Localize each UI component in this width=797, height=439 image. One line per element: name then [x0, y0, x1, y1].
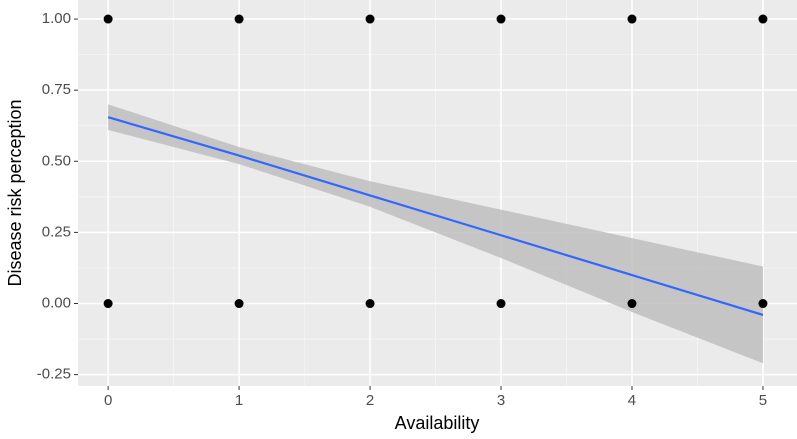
point — [234, 299, 244, 309]
y-axis-title: Disease risk perception — [5, 99, 25, 286]
x-tick-label: 4 — [628, 392, 636, 409]
point — [365, 299, 375, 309]
point — [103, 14, 113, 24]
y-tick-label: 0.75 — [42, 81, 71, 98]
y-tick-label: 0.50 — [42, 152, 71, 169]
point — [758, 299, 768, 309]
y-tick-label: 1.00 — [42, 10, 71, 27]
y-tick-label: 0.00 — [42, 294, 71, 311]
confidence-band — [108, 104, 763, 364]
x-tick-label: 5 — [759, 392, 767, 409]
point — [627, 14, 637, 24]
point — [496, 299, 506, 309]
y-tick-label: 0.25 — [42, 223, 71, 240]
point — [365, 14, 375, 24]
x-tick-label: 3 — [497, 392, 505, 409]
x-tick-label: 2 — [366, 392, 374, 409]
point — [758, 14, 768, 24]
point — [234, 14, 244, 24]
point — [496, 14, 506, 24]
point — [627, 299, 637, 309]
point — [103, 299, 113, 309]
x-tick-label: 0 — [104, 392, 112, 409]
y-tick-label: -0.25 — [37, 366, 71, 383]
fit-line — [107, 116, 764, 316]
x-axis-title: Availability — [395, 413, 480, 433]
x-tick-label: 1 — [235, 392, 243, 409]
